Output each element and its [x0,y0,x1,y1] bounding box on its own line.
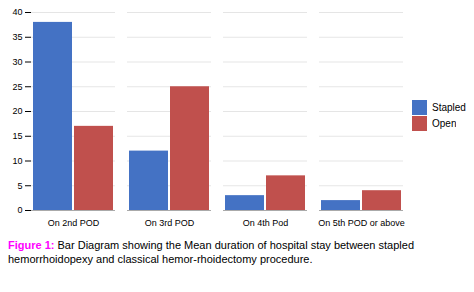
svg-text:20: 20 [12,106,22,116]
svg-text:35: 35 [12,32,22,42]
html-text:Figure 1: Bar Diagram showing: Figure 1: Bar Diagram showing the Mean d… [8,239,414,266]
svg-text:On 3rd POD: On 3rd POD [145,218,195,228]
svg-text:15: 15 [12,131,22,141]
svg-text:0: 0 [17,205,22,215]
html-text:Open: Open [432,117,457,129]
svg-text:30: 30 [12,57,22,67]
html-text:Stapled: Stapled [432,101,466,113]
svg-text:40: 40 [12,7,22,17]
svg-text:5: 5 [17,181,22,191]
svg-text:On 4th Pod: On 4th Pod [243,218,289,228]
svg-text:On 2nd POD: On 2nd POD [48,218,100,228]
svg-text:25: 25 [12,82,22,92]
svg-text:10: 10 [12,156,22,166]
svg-text:On 5th POD or above: On 5th POD or above [318,218,405,228]
